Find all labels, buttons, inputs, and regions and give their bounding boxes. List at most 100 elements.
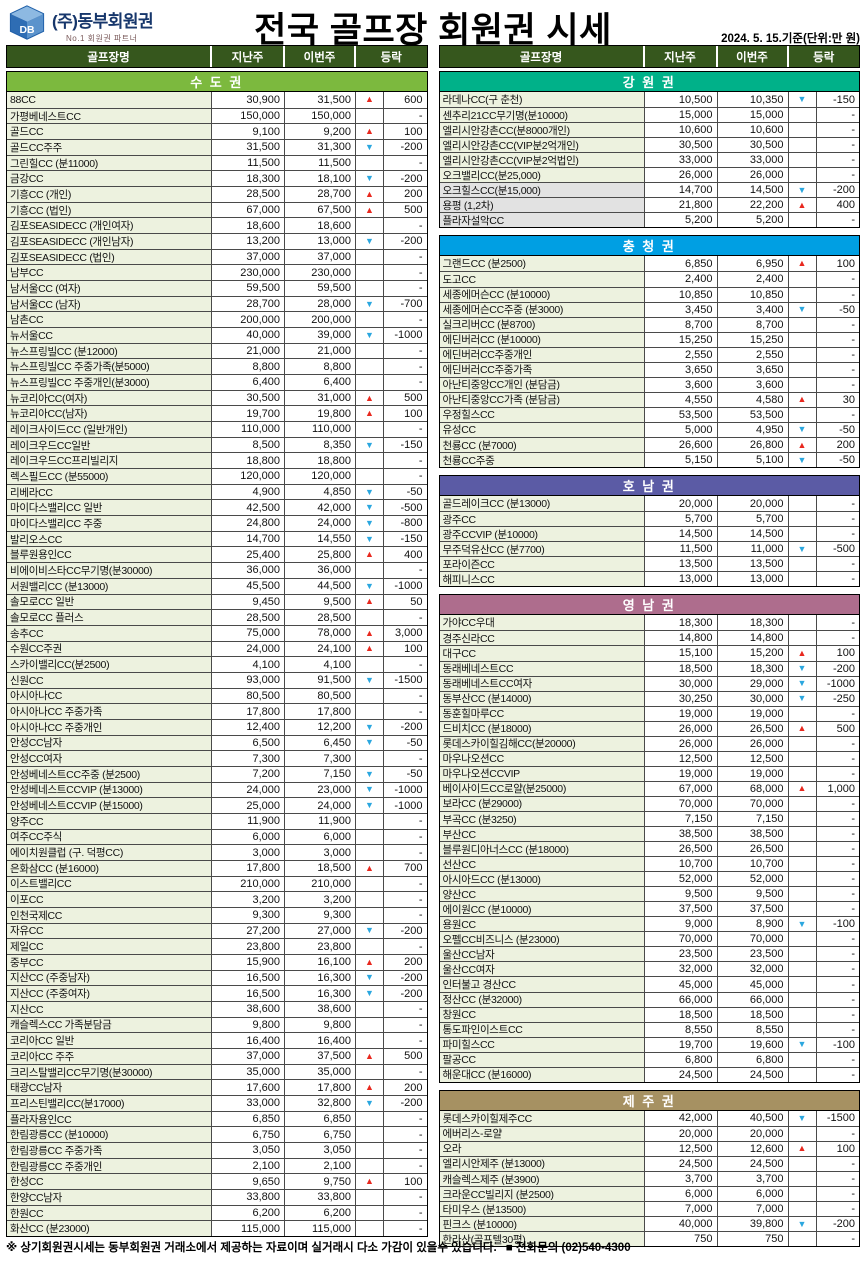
price-row: 엘리시안강촌CC(분8000개인) 10,600 10,600- bbox=[439, 122, 859, 138]
course-name-cell: 오크힐스CC(분15,000) bbox=[439, 183, 645, 198]
this-week-price-cell: 4,950 bbox=[718, 422, 789, 437]
this-week-price-cell: 14,800 bbox=[718, 631, 789, 646]
this-week-price-cell: 19,800 bbox=[285, 406, 356, 422]
change-amount-cell: - bbox=[418, 893, 423, 906]
change-amount-cell: - bbox=[851, 632, 855, 645]
this-week-price-cell: 10,700 bbox=[718, 857, 789, 872]
price-row: 아시아나CC 80,500 80,500- bbox=[7, 687, 427, 704]
change-amount-cell: 600 bbox=[404, 93, 423, 106]
this-week-price-cell: 200,000 bbox=[285, 312, 356, 328]
change-direction-cell: ▼ bbox=[789, 691, 817, 706]
course-name-cell: 인터불고 경산CC bbox=[439, 977, 645, 992]
last-week-price-cell: 70,000 bbox=[645, 932, 718, 947]
up-triangle-icon: ▲ bbox=[365, 1176, 374, 1187]
this-week-price-cell: 6,750 bbox=[285, 1127, 356, 1143]
price-row: 크리스탈밸리CC무기명(분30000) 35,000 35,000- bbox=[7, 1063, 427, 1080]
price-row: 에이치원클럽 (구. 덕평CC) 3,000 3,000- bbox=[7, 844, 427, 860]
change-direction-cell bbox=[789, 615, 817, 631]
price-row: 발리오스CC 14,700 14,550 ▼ -150 bbox=[7, 530, 427, 547]
course-name-cell: 엘리시안강촌CC(분8000개인) bbox=[439, 123, 645, 138]
change-direction-cell bbox=[789, 1067, 817, 1082]
down-triangle-icon: ▼ bbox=[365, 1097, 374, 1108]
change-amount-cell: - bbox=[418, 360, 423, 373]
change-direction-cell bbox=[356, 704, 384, 719]
price-row: 뉴스프링빌CC (분12000) 21,000 21,000- bbox=[7, 342, 427, 359]
this-week-price-cell: 19,600 bbox=[718, 1037, 789, 1052]
price-row: 용평 (1,2차) 21,800 22,200 ▲ 400 bbox=[439, 197, 859, 213]
change-amount-cell: - bbox=[418, 611, 423, 624]
price-row: 인천국제CC 9,300 9,300- bbox=[7, 906, 427, 923]
change-amount-cell: - bbox=[418, 705, 423, 718]
price-row: 솔모로CC 일반 9,450 9,500 ▲ 50 bbox=[7, 593, 427, 610]
change-direction-cell bbox=[356, 265, 384, 281]
change-amount-cell: 100 bbox=[836, 647, 855, 660]
price-row: 기흥CC (법인) 67,000 67,500 ▲ 500 bbox=[7, 201, 427, 218]
last-week-price-cell: 35,000 bbox=[212, 1064, 285, 1080]
price-row: 아시아드CC (분13000) 52,000 52,000- bbox=[439, 871, 859, 887]
last-week-price-cell: 110,000 bbox=[212, 422, 285, 437]
course-name-cell: 마이다스밸리CC 주중 bbox=[7, 516, 212, 531]
course-name-cell: 안성베네스트CCVIP (분13000) bbox=[7, 782, 212, 798]
change-amount-cell: - bbox=[851, 139, 855, 152]
price-row: 센추리21CC무기명(분10000) 15,000 15,000- bbox=[439, 107, 859, 123]
this-week-price-cell: 12,600 bbox=[718, 1141, 789, 1156]
last-week-price-cell: 7,000 bbox=[645, 1202, 718, 1217]
this-week-price-cell: 10,350 bbox=[718, 92, 789, 108]
change-amount-cell: -50 bbox=[406, 736, 423, 749]
last-week-price-cell: 8,800 bbox=[212, 359, 285, 375]
down-triangle-icon: ▼ bbox=[365, 925, 374, 936]
company-logo: DB (주)동부회원권 No.1 회원권 파트너 bbox=[8, 5, 154, 45]
this-week-price-cell: 44,500 bbox=[285, 578, 356, 594]
course-name-cell: 마우나오션CC bbox=[439, 751, 645, 766]
change-direction-cell bbox=[356, 1143, 384, 1158]
region-header-bar: 충 청 권 bbox=[439, 236, 859, 257]
change-direction-cell bbox=[356, 610, 384, 625]
last-week-price-cell: 93,000 bbox=[212, 672, 285, 688]
change-direction-cell bbox=[356, 563, 384, 578]
course-name-cell: 한원CC bbox=[7, 1205, 212, 1221]
price-row: 신원CC 93,000 91,500 ▼ -1500 bbox=[7, 671, 427, 688]
price-row: 뉴코리아CC(여자) 30,500 31,000 ▲ 500 bbox=[7, 389, 427, 406]
course-name-cell: 지산CC (주중남자) bbox=[7, 970, 212, 986]
region-header-bar: 제 주 권 bbox=[439, 1090, 859, 1111]
last-week-price-cell: 18,500 bbox=[645, 661, 718, 676]
course-name-cell: 롯데스카이힐제주CC bbox=[439, 1110, 645, 1126]
up-triangle-icon: ▲ bbox=[797, 783, 807, 794]
change-amount-cell: - bbox=[418, 110, 423, 122]
this-week-price-cell: 8,800 bbox=[285, 359, 356, 375]
this-week-price-cell: 32,000 bbox=[718, 962, 789, 977]
this-week-price-cell: 2,100 bbox=[285, 1158, 356, 1174]
price-row: 그린힐CC (분11000) 11,500 11,500- bbox=[7, 154, 427, 171]
region-header-bar: 호 남 권 bbox=[439, 476, 859, 497]
change-direction-cell bbox=[356, 876, 384, 892]
last-week-price-cell: 7,150 bbox=[645, 811, 718, 827]
region-header-bar: 강 원 권 bbox=[439, 72, 859, 92]
this-week-price-cell: 18,600 bbox=[285, 218, 356, 234]
change-amount-cell: - bbox=[418, 1018, 423, 1031]
last-week-price-cell: 6,750 bbox=[212, 1127, 285, 1143]
change-amount-cell: - bbox=[851, 1008, 855, 1021]
course-name-cell: 안성베네스트CCVIP (분15000) bbox=[7, 798, 212, 813]
last-week-price-cell: 30,500 bbox=[212, 390, 285, 406]
change-direction-cell bbox=[789, 902, 817, 917]
this-week-price-cell: 17,800 bbox=[285, 704, 356, 719]
price-row: 에딘버러CC주중가족 3,650 3,650- bbox=[439, 361, 859, 377]
down-triangle-icon: ▼ bbox=[797, 304, 807, 315]
change-amount-cell: -500 bbox=[400, 501, 423, 514]
last-week-price-cell: 12,500 bbox=[645, 1141, 718, 1156]
price-row: 김포SEASIDECC (법인) 37,000 37,000- bbox=[7, 248, 427, 265]
change-direction-cell: ▼ bbox=[356, 484, 384, 500]
price-row: 레이크사이드CC (일반개인) 110,000 110,000- bbox=[7, 421, 427, 437]
price-row: 솔모로CC 플러스 28,500 28,500- bbox=[7, 609, 427, 625]
course-name-cell: 롯데스카이힐김해CC(분20000) bbox=[439, 736, 645, 751]
change-amount-cell: - bbox=[851, 707, 855, 720]
price-row: 베이사이드CC로얄(분25000) 67,000 68,000 ▲ 1,000 bbox=[439, 780, 859, 796]
last-week-price-cell: 37,000 bbox=[212, 249, 285, 265]
change-amount-cell: - bbox=[851, 812, 855, 825]
change-direction-cell bbox=[789, 1156, 817, 1171]
price-row: 세종에머슨CC (분10000) 10,850 10,850- bbox=[439, 286, 859, 302]
this-week-price-cell: 3,050 bbox=[285, 1143, 356, 1158]
course-name-cell: 코리아CC 일반 bbox=[7, 1033, 212, 1048]
price-row: 보라CC (분29000) 70,000 70,000- bbox=[439, 795, 859, 811]
